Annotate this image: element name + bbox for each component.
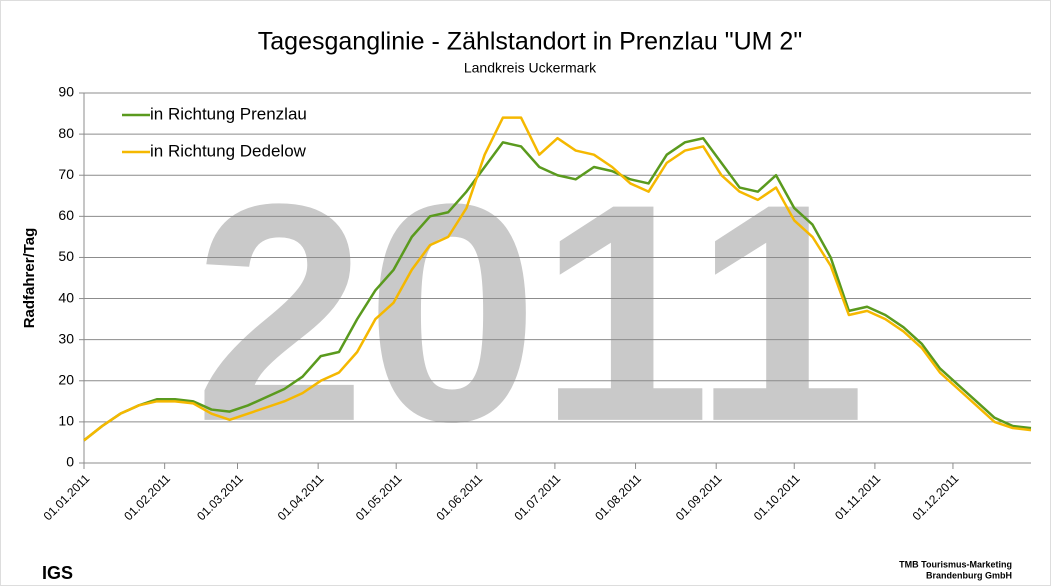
y-tick-label: 80 <box>58 125 74 141</box>
y-axis-label: Radfahrer/Tag <box>21 228 38 329</box>
chart-subtitle: Landkreis Uckermark <box>464 60 597 76</box>
y-tick-label: 60 <box>58 207 74 223</box>
legend-label: in Richtung Prenzlau <box>150 104 307 123</box>
y-tick-label: 40 <box>58 289 74 305</box>
chart-title: Tagesganglinie - Zählstandort in Prenzla… <box>258 28 802 56</box>
y-tick-label: 20 <box>58 371 74 387</box>
y-tick-label: 0 <box>66 454 74 470</box>
legend-label: in Richtung Dedelow <box>150 141 307 160</box>
footer-logo-left: IGS <box>42 563 73 583</box>
y-tick-label: 90 <box>58 84 74 100</box>
series-line <box>83 116 1032 442</box>
watermark: 2011 <box>194 139 867 486</box>
y-tick-label: 50 <box>58 248 74 264</box>
footer-logo-right: TMB Tourismus-Marketing <box>899 559 1012 569</box>
footer-logo-right: Brandenburg GmbH <box>926 570 1012 580</box>
y-tick-label: 10 <box>58 413 74 429</box>
series-line <box>83 136 1032 442</box>
y-tick-label: 30 <box>58 330 74 346</box>
y-tick-label: 70 <box>58 166 74 182</box>
